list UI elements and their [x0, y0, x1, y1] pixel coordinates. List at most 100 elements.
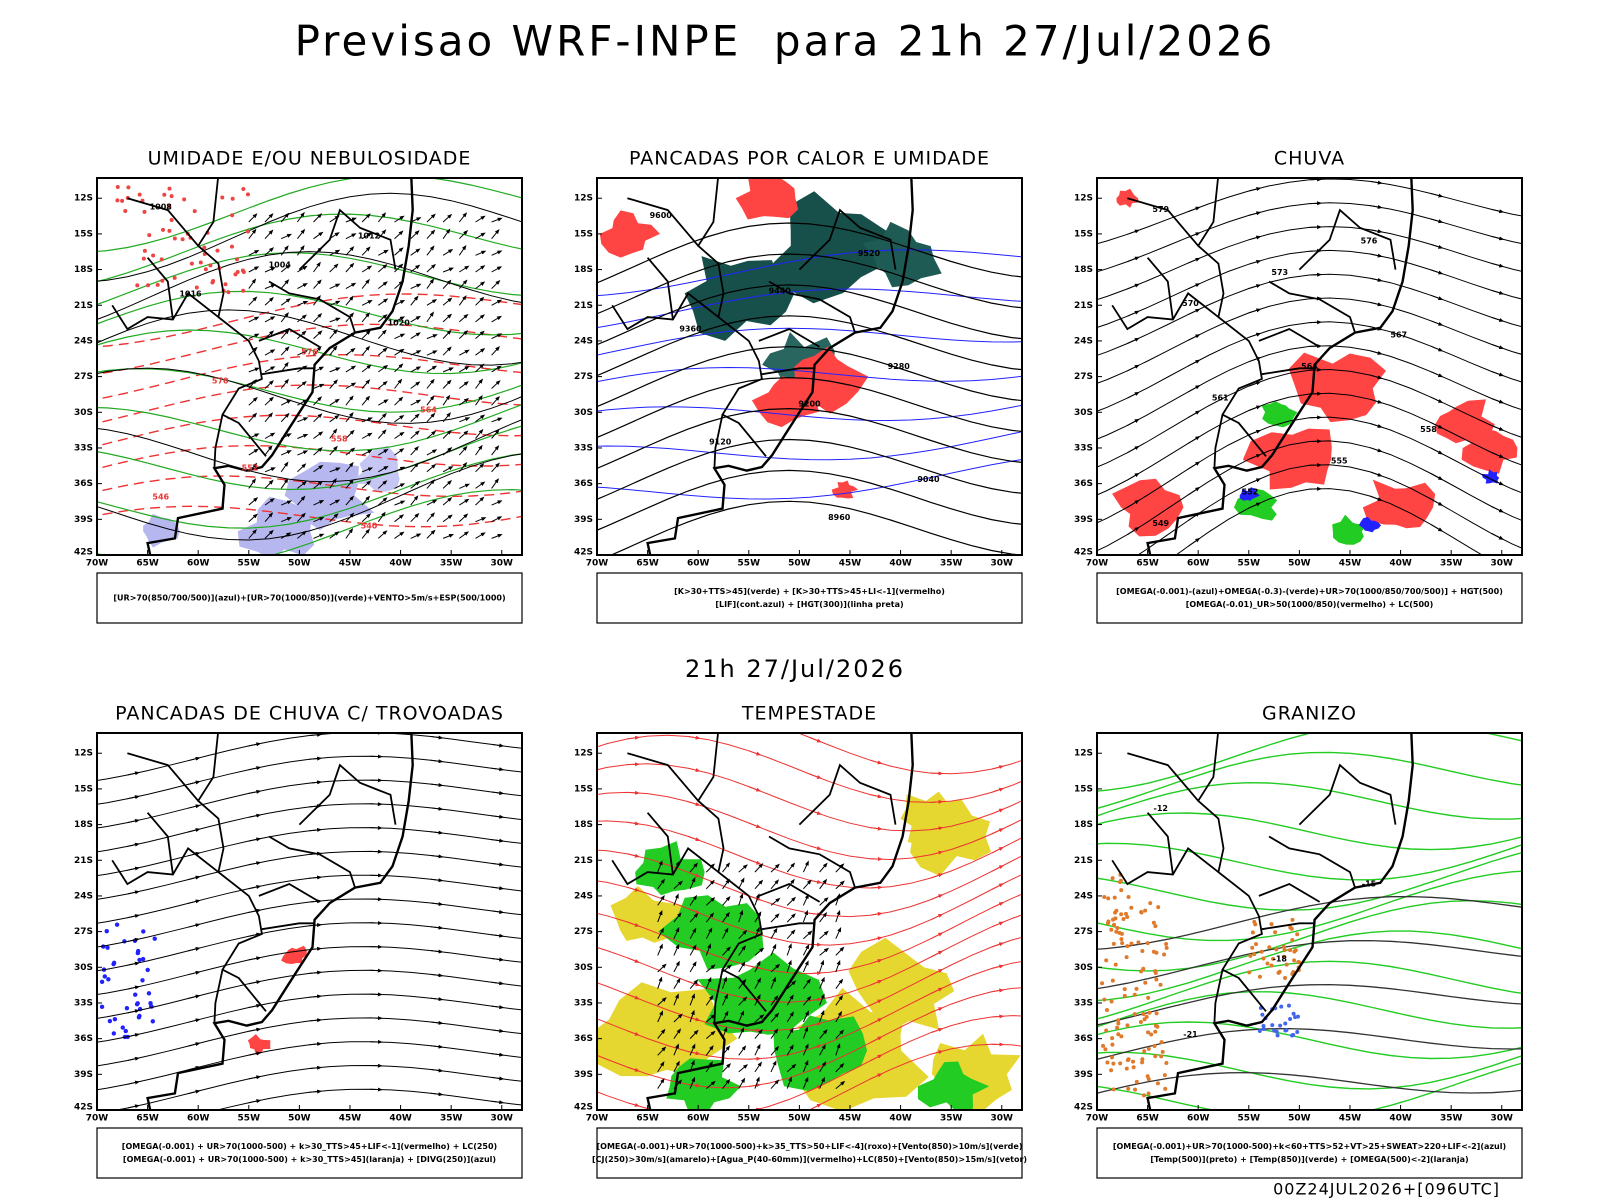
streamline-arrow — [627, 993, 640, 1000]
lat-label: 18S — [1074, 820, 1093, 830]
wind-vector — [394, 348, 405, 356]
panel-title: TEMPESTADE — [741, 703, 877, 725]
streamline-arrow — [991, 787, 1005, 793]
wind-vector — [705, 879, 715, 890]
shaded-dot — [1129, 941, 1134, 946]
shaded-dot — [180, 237, 185, 242]
shaded-dot — [105, 945, 110, 950]
wind-vector — [458, 430, 469, 439]
wind-vector — [345, 312, 355, 323]
contour-label: -21 — [1183, 1030, 1198, 1039]
contour-label: 552 — [242, 464, 259, 473]
shaded-dot — [1110, 1055, 1115, 1060]
streamline-arrow — [187, 804, 201, 809]
streamline-arrow — [430, 735, 444, 740]
wind-vector — [738, 1077, 746, 1089]
wind-vector — [296, 245, 305, 256]
wind-vector — [475, 250, 487, 256]
wind-vector — [377, 412, 387, 423]
shaded-dot — [226, 290, 231, 295]
wind-vector — [491, 365, 502, 373]
streamline-arrow — [991, 902, 1005, 909]
wind-vector — [281, 517, 293, 523]
lon-label: 60W — [187, 559, 210, 569]
streamline-arrow — [1370, 423, 1383, 428]
contour-line — [1097, 895, 1522, 950]
streamline-arrow — [1187, 359, 1201, 367]
streamline-arrow — [809, 971, 823, 976]
lat-label: 33S — [74, 998, 93, 1008]
shaded-dot — [1113, 916, 1118, 921]
streamline-arrow — [930, 1028, 944, 1034]
streamline-arrow — [1248, 454, 1262, 460]
shaded-dot — [1247, 970, 1252, 975]
streamline-arrow — [491, 814, 505, 819]
shaded-dot — [1248, 953, 1253, 958]
shaded-dot — [1110, 1042, 1115, 1047]
lat-label: 12S — [574, 194, 593, 204]
shaded-dot — [1112, 895, 1117, 900]
lat-label: 24S — [574, 891, 593, 901]
coastline — [646, 178, 914, 555]
shaded-dot — [1124, 1066, 1129, 1071]
lon-label: 65W — [1136, 1114, 1159, 1124]
contour-label: 9200 — [798, 400, 821, 409]
streamline-arrow — [1248, 478, 1262, 485]
wind-vector — [819, 1076, 825, 1089]
wind-vector — [426, 263, 436, 273]
lon-label: 60W — [687, 559, 710, 569]
wind-vector — [754, 960, 761, 973]
streamline-arrow — [127, 771, 140, 776]
wind-vector — [377, 281, 388, 289]
border — [761, 922, 814, 931]
contour-label: 576 — [1361, 236, 1378, 245]
border — [1146, 812, 1174, 875]
shaded-dot — [161, 227, 166, 232]
streamline-arrow — [870, 936, 883, 941]
contour-label: 9600 — [650, 211, 673, 220]
wind-vector — [280, 532, 292, 539]
wind-vector — [673, 880, 683, 890]
wind-vector — [297, 314, 307, 323]
lat-label: 15S — [574, 784, 593, 794]
map-layers — [1097, 733, 1522, 1110]
lon-label: 45W — [839, 559, 862, 569]
shaded-dot — [1136, 940, 1141, 945]
shaded-dot — [1140, 949, 1145, 954]
legend-text: [OMEGA(-0.001) + UR>70(1000-500) + k>30_… — [123, 1155, 496, 1164]
legend-box — [1096, 572, 1523, 624]
shaded-dot — [1126, 1086, 1131, 1091]
shaded-dot — [1290, 938, 1295, 943]
wind-vector — [394, 215, 405, 223]
shaded-dot — [1274, 947, 1279, 952]
contour-line — [597, 284, 1022, 346]
shaded-dot — [1292, 958, 1297, 963]
streamline-arrow — [1430, 422, 1444, 429]
streamline-arrow — [1430, 523, 1444, 532]
lat-label: 18S — [574, 820, 593, 830]
wind-vector — [345, 412, 354, 423]
wind-vector — [835, 1029, 845, 1039]
streamline-arrow — [991, 1014, 1005, 1019]
wind-vector — [442, 379, 452, 389]
wind-vector — [426, 512, 435, 523]
wind-vector — [754, 1061, 763, 1073]
wind-vector — [329, 428, 338, 439]
contour-line — [1097, 1062, 1522, 1110]
contour-label: 8960 — [828, 513, 851, 522]
wind-vector — [410, 445, 419, 456]
wind-vector — [264, 512, 274, 523]
contour-label: 570 — [1182, 299, 1199, 308]
wind-vector — [264, 445, 273, 456]
wind-vector — [475, 215, 486, 223]
streamline-arrow — [248, 742, 262, 747]
wind-vector — [819, 947, 830, 956]
wind-vector — [297, 283, 308, 290]
shaded-dot — [245, 229, 250, 234]
wind-vector — [248, 296, 258, 306]
streamline-arrow — [809, 1044, 822, 1050]
wind-vector — [394, 531, 405, 539]
shaded-dot — [1282, 948, 1287, 953]
wind-vector — [377, 497, 388, 506]
wind-vector — [458, 381, 469, 389]
